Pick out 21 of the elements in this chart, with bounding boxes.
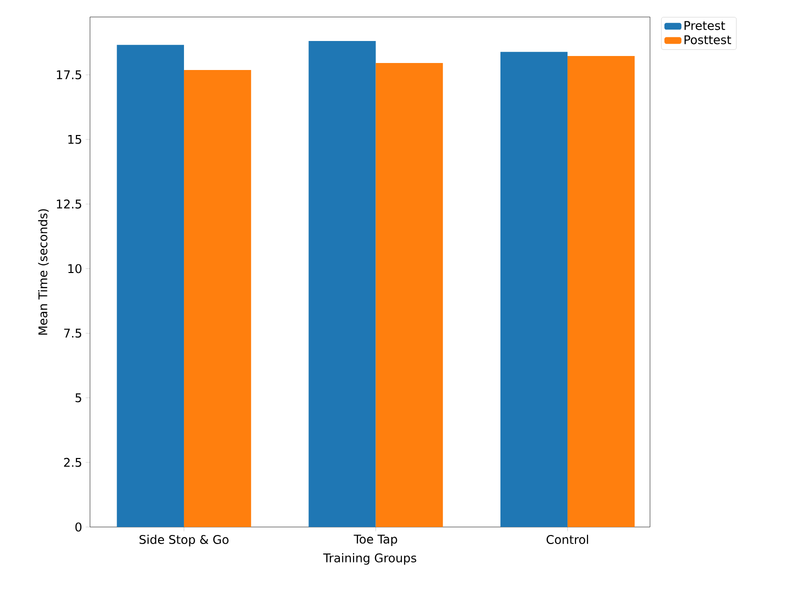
x-axis-title: Training Groups — [323, 553, 416, 565]
bar — [500, 52, 568, 527]
y-tick-label: 2.5 — [64, 458, 82, 467]
legend-label: Posttest — [684, 35, 732, 44]
y-axis-title: Mean Time (seconds) — [38, 209, 49, 335]
y-tick-label: 17.5 — [56, 70, 82, 80]
x-tick-label: Side Stop & Go — [140, 534, 228, 546]
y-tick-label: 10 — [68, 264, 82, 274]
x-tick-label: Toe Tap — [354, 534, 398, 546]
y-tick-label: 0 — [75, 522, 82, 532]
y-tick-label: 5 — [76, 393, 82, 402]
legend-label: Pretest — [684, 21, 726, 30]
y-tick-label: 15 — [68, 135, 82, 144]
bar — [308, 41, 376, 527]
y-tick-label: 7.5 — [64, 328, 82, 338]
y-tick-label: 12.5 — [56, 200, 82, 209]
bar — [184, 70, 252, 527]
bar — [568, 56, 635, 527]
x-tick-label: Control — [546, 534, 588, 544]
bar — [116, 44, 184, 527]
bar — [376, 62, 443, 527]
